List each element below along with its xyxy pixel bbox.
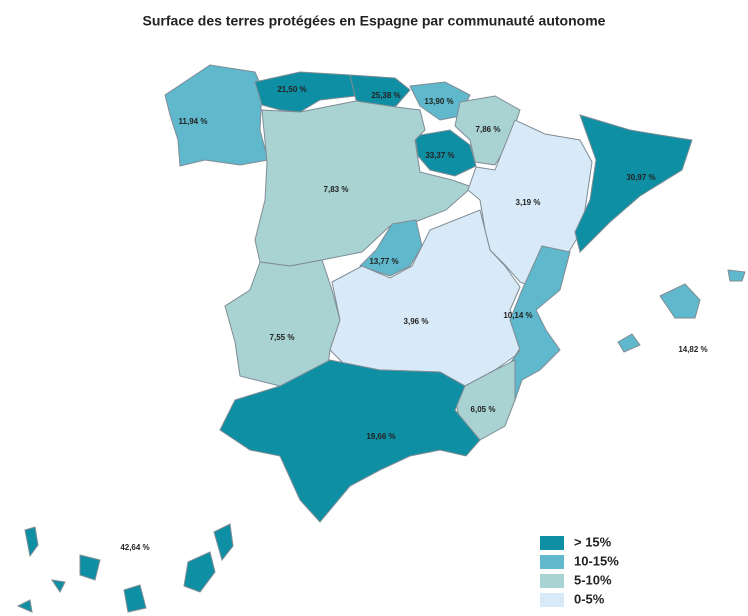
region: [349, 74, 411, 111]
region-label: 7,83 %: [324, 185, 349, 194]
region: [164, 64, 269, 167]
region: [414, 129, 477, 177]
region-label: 7,86 %: [476, 125, 501, 134]
legend-label: > 15%: [574, 534, 612, 549]
region: [617, 269, 746, 353]
region-label: 21,50 %: [277, 85, 306, 94]
region-label: 10,14 %: [503, 311, 532, 320]
region: [254, 71, 357, 113]
region-label: 3,19 %: [516, 198, 541, 207]
legend-label: 5-10%: [574, 572, 612, 587]
region-label: 11,94 %: [179, 117, 208, 126]
region: [254, 100, 473, 267]
region-label: 13,90 %: [424, 97, 453, 106]
region-label: 30,97 %: [626, 173, 655, 182]
region-label: 42,64 %: [120, 543, 149, 552]
region-label: 14,82 %: [678, 345, 707, 354]
region-label: 7,55 %: [270, 333, 295, 342]
region: [16, 523, 234, 613]
region-label: 25,38 %: [371, 91, 400, 100]
region: [504, 245, 571, 402]
region: [219, 359, 481, 523]
region-label: 33,37 %: [425, 151, 454, 160]
legend-label: 10-15%: [574, 553, 619, 568]
region: [574, 114, 693, 253]
region-label: 19,66 %: [366, 432, 395, 441]
region: [359, 219, 423, 277]
legend-swatch: [540, 536, 564, 550]
legend-label: 0-5%: [574, 591, 605, 606]
legend-swatch: [540, 555, 564, 569]
legend-swatch: [540, 593, 564, 607]
legend-swatch: [540, 574, 564, 588]
region-label: 6,05 %: [471, 405, 496, 414]
region-label: 3,96 %: [404, 317, 429, 326]
map-title: Surface des terres protégées en Espagne …: [143, 13, 606, 29]
region-label: 13,77 %: [369, 257, 398, 266]
